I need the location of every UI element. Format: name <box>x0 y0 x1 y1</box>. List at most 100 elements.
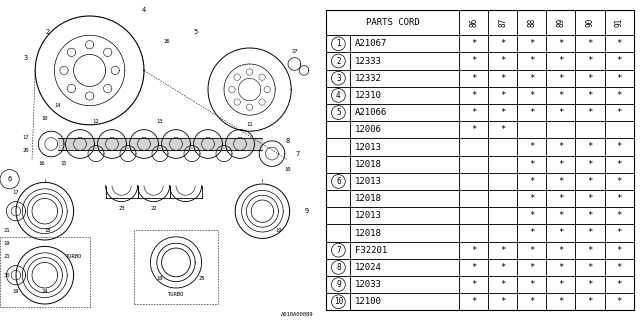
Text: *: * <box>616 108 621 117</box>
Bar <box>326 224 351 242</box>
Bar <box>460 87 488 104</box>
Bar <box>460 224 488 242</box>
Bar <box>351 190 460 207</box>
Text: 17: 17 <box>22 135 29 140</box>
Text: *: * <box>471 280 476 289</box>
Bar <box>351 259 460 276</box>
Text: 19: 19 <box>275 228 282 233</box>
Bar <box>460 35 488 52</box>
Bar <box>605 276 634 293</box>
Bar <box>605 156 634 173</box>
Text: TURBO: TURBO <box>168 292 184 297</box>
Text: *: * <box>500 246 506 255</box>
Bar <box>517 276 547 293</box>
Text: *: * <box>616 246 621 255</box>
Bar <box>460 104 488 121</box>
Text: *: * <box>529 108 534 117</box>
Bar <box>575 259 605 276</box>
Bar <box>517 259 547 276</box>
Bar <box>326 69 351 87</box>
Text: 20: 20 <box>22 148 29 153</box>
Text: 2: 2 <box>336 57 340 66</box>
Text: TURBO: TURBO <box>65 253 82 259</box>
Text: 30: 30 <box>3 273 10 278</box>
Bar <box>326 276 351 293</box>
Text: 23: 23 <box>118 205 125 211</box>
Bar <box>575 35 605 52</box>
Text: *: * <box>471 263 476 272</box>
Text: *: * <box>616 263 621 272</box>
Text: 7: 7 <box>296 151 300 156</box>
Bar <box>488 138 517 156</box>
Text: *: * <box>471 108 476 117</box>
Text: *: * <box>558 263 564 272</box>
Text: 1: 1 <box>336 39 340 48</box>
Text: *: * <box>500 74 506 83</box>
Text: *: * <box>529 142 534 151</box>
Text: *: * <box>471 297 476 306</box>
Bar <box>547 69 575 87</box>
Bar <box>488 104 517 121</box>
Bar <box>605 242 634 259</box>
Bar <box>488 121 517 138</box>
Text: *: * <box>529 297 534 306</box>
Text: 18: 18 <box>45 228 51 233</box>
Bar <box>517 190 547 207</box>
Text: 12006: 12006 <box>355 125 382 134</box>
Bar <box>351 224 460 242</box>
Bar <box>575 207 605 224</box>
Bar <box>517 242 547 259</box>
Bar <box>460 52 488 69</box>
Text: *: * <box>558 160 564 169</box>
Text: *: * <box>588 57 593 66</box>
Text: 14: 14 <box>54 103 61 108</box>
Text: *: * <box>616 177 621 186</box>
Bar <box>517 87 547 104</box>
Bar <box>460 69 488 87</box>
Text: 21: 21 <box>3 228 10 233</box>
Bar <box>517 121 547 138</box>
Bar <box>460 156 488 173</box>
Bar <box>326 138 351 156</box>
Bar <box>547 173 575 190</box>
Text: 9: 9 <box>336 280 340 289</box>
Text: *: * <box>588 108 593 117</box>
Text: *: * <box>500 125 506 134</box>
Bar <box>517 69 547 87</box>
Bar <box>488 10 517 35</box>
Text: 6: 6 <box>336 177 340 186</box>
Text: *: * <box>529 91 534 100</box>
Bar <box>351 87 460 104</box>
Text: 27: 27 <box>291 49 298 54</box>
Bar <box>488 173 517 190</box>
Text: 8: 8 <box>336 263 340 272</box>
Bar <box>605 207 634 224</box>
Text: *: * <box>500 39 506 48</box>
Bar <box>547 52 575 69</box>
Bar <box>460 293 488 310</box>
Text: *: * <box>471 74 476 83</box>
Text: 12024: 12024 <box>355 263 382 272</box>
Bar <box>326 173 351 190</box>
Bar <box>351 173 460 190</box>
Text: *: * <box>500 57 506 66</box>
Text: *: * <box>616 57 621 66</box>
Text: 4: 4 <box>336 91 340 100</box>
Text: 7: 7 <box>336 246 340 255</box>
Bar <box>575 69 605 87</box>
Bar <box>460 259 488 276</box>
Text: 10: 10 <box>334 297 343 306</box>
Text: *: * <box>588 246 593 255</box>
Bar <box>517 138 547 156</box>
Bar <box>605 224 634 242</box>
Bar <box>547 87 575 104</box>
Text: *: * <box>529 211 534 220</box>
Bar <box>326 10 460 35</box>
Bar <box>605 173 634 190</box>
Bar <box>547 242 575 259</box>
Bar <box>488 190 517 207</box>
Bar <box>517 104 547 121</box>
Text: *: * <box>558 74 564 83</box>
Bar <box>351 293 460 310</box>
Text: 26: 26 <box>163 39 170 44</box>
